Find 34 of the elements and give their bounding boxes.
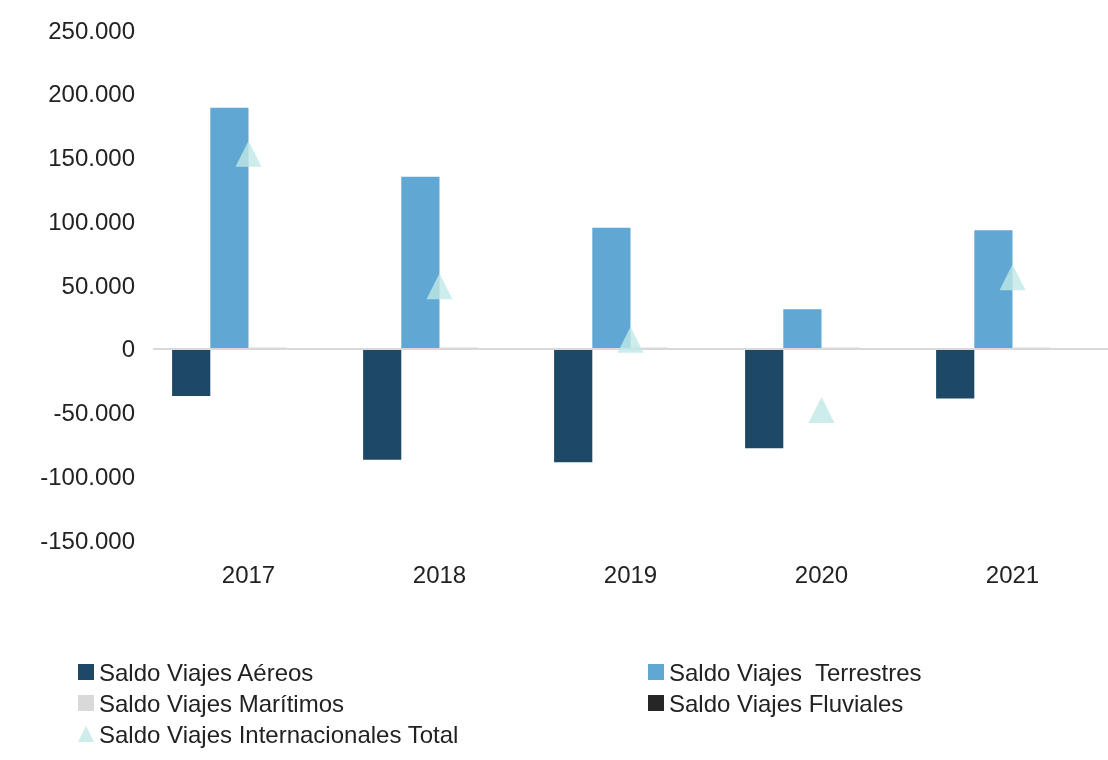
legend-label: Saldo Viajes Terrestres	[669, 658, 922, 686]
x-tick-label: 2019	[603, 560, 658, 588]
point	[808, 396, 835, 423]
y-tick-label: -150.000	[40, 526, 135, 554]
point	[426, 273, 453, 300]
x-tick-label: 2020	[794, 560, 849, 588]
x-tick-label: 2021	[985, 560, 1040, 588]
bar	[401, 176, 440, 349]
bar	[783, 309, 822, 349]
bar	[936, 348, 975, 399]
point	[235, 140, 262, 167]
bar	[745, 348, 784, 449]
point	[999, 264, 1026, 291]
y-tick-label: -50.000	[53, 399, 135, 426]
point	[617, 326, 644, 353]
y-tick-label: 100.000	[48, 207, 135, 235]
legend-label: Saldo Viajes Marítimos	[99, 689, 344, 717]
y-tick-label: 0	[121, 335, 135, 363]
legend-label: Saldo Viajes Fluviales	[669, 689, 904, 717]
legend-label: Saldo Viajes Internacionales Total	[99, 720, 459, 748]
legend-label: Saldo Viajes Aéreos	[99, 658, 314, 686]
y-tick-label: 50.000	[61, 271, 135, 299]
y-tick-label: -100.000	[40, 462, 135, 490]
x-tick-label: 2018	[412, 560, 467, 588]
bar	[974, 230, 1013, 349]
bar	[363, 348, 402, 460]
x-tick-label: 2017	[221, 560, 276, 588]
bar	[554, 348, 593, 463]
y-tick-label: 200.000	[48, 80, 135, 108]
bar	[210, 107, 249, 349]
y-tick-label: 250.000	[48, 16, 135, 44]
y-tick-label: 150.000	[48, 144, 135, 171]
bar	[592, 227, 631, 349]
bar	[172, 348, 211, 396]
